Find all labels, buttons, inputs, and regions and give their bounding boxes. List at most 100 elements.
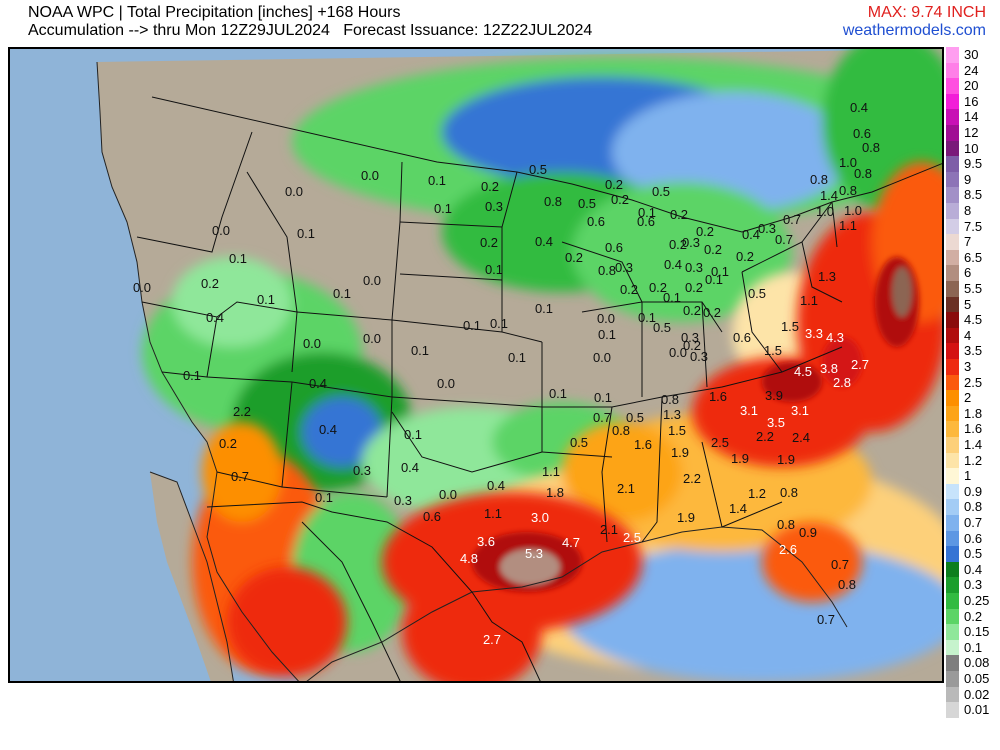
precip-value-label: 0.2 xyxy=(219,436,237,451)
legend-swatch xyxy=(946,265,959,281)
legend-label: 1 xyxy=(964,468,972,484)
precip-value-label: 0.8 xyxy=(544,194,562,209)
legend-entry: 0.5 xyxy=(946,546,1000,562)
precip-value-label: 2.4 xyxy=(792,430,810,445)
legend-entry: 0.3 xyxy=(946,577,1000,593)
precip-value-label: 3.1 xyxy=(740,403,758,418)
precip-value-label: 0.1 xyxy=(434,201,452,216)
precip-value-label: 4.7 xyxy=(562,535,580,550)
precip-value-label: 0.7 xyxy=(817,612,835,627)
precip-value-label: 0.4 xyxy=(206,310,224,325)
legend-swatch xyxy=(946,686,959,703)
precip-value-label: 1.4 xyxy=(820,188,838,203)
precip-value-label: 0.1 xyxy=(598,327,616,342)
legend-swatch xyxy=(946,327,959,344)
precip-value-label: 0.3 xyxy=(681,330,699,345)
precip-value-label: 2.5 xyxy=(711,435,729,450)
max-precip-label: MAX: 9.74 INCH xyxy=(867,4,986,21)
precip-value-label: 0.6 xyxy=(605,240,623,255)
legend-label: 0.8 xyxy=(964,499,983,515)
precip-value-label: 1.9 xyxy=(671,445,689,460)
site-link[interactable]: weathermodels.com xyxy=(842,22,986,39)
precip-value-label: 0.1 xyxy=(257,292,275,307)
precip-value-label: 0.7 xyxy=(775,232,793,247)
legend-swatch xyxy=(946,249,959,266)
precip-value-label: 0.0 xyxy=(285,184,303,199)
precip-value-label: 2.8 xyxy=(833,375,851,390)
precip-value-label: 0.2 xyxy=(565,250,583,265)
legend-swatch xyxy=(946,530,959,547)
legend-entry: 0.05 xyxy=(946,671,1000,687)
precip-value-label: 1.9 xyxy=(677,510,695,525)
legend-swatch xyxy=(946,203,959,219)
legend-entry: 8.5 xyxy=(946,187,1000,203)
legend-entry: 0.25 xyxy=(946,593,1000,609)
precip-value-label: 0.2 xyxy=(736,249,754,264)
precip-value-label: 2.2 xyxy=(233,404,251,419)
precip-value-label: 0.6 xyxy=(637,214,655,229)
legend-swatch xyxy=(946,421,959,437)
baja-coast xyxy=(149,471,234,681)
precip-value-label: 0.5 xyxy=(748,286,766,301)
legend-label: 0.6 xyxy=(964,530,983,546)
legend-swatch xyxy=(946,125,959,141)
precip-value-label: 1.6 xyxy=(634,437,652,452)
precip-value-label: 0.3 xyxy=(615,260,633,275)
legend-swatch xyxy=(946,171,959,188)
precip-value-label: 1.9 xyxy=(777,452,795,467)
precip-value-label: 1.9 xyxy=(731,451,749,466)
precip-value-label: 2.2 xyxy=(756,429,774,444)
precip-value-label: 1.6 xyxy=(709,389,727,404)
legend-swatch xyxy=(946,452,959,469)
legend-swatch xyxy=(946,437,959,453)
legend-entry: 10 xyxy=(946,140,1000,157)
precip-value-label: 1.5 xyxy=(781,319,799,334)
legend-entry: 20 xyxy=(946,78,1000,94)
legend-label: 1.2 xyxy=(964,452,983,468)
legend-label: 0.7 xyxy=(964,515,983,530)
legend-label: 5 xyxy=(964,296,972,312)
precip-value-label: 0.3 xyxy=(394,493,412,508)
legend-swatch xyxy=(946,156,959,172)
precip-value-label: 0.3 xyxy=(682,235,700,250)
legend-swatch xyxy=(946,93,959,110)
legend-entry: 0.08 xyxy=(946,655,1000,671)
legend-label: 20 xyxy=(964,78,979,94)
legend-swatch xyxy=(946,639,959,656)
precip-value-label: 0.3 xyxy=(353,463,371,478)
precip-value-label: 0.5 xyxy=(652,184,670,199)
precip-value-label: 0.2 xyxy=(704,242,722,257)
precip-value-label: 2.7 xyxy=(851,357,869,372)
legend-swatch xyxy=(946,374,959,391)
legend-label: 0.1 xyxy=(964,639,983,655)
legend-label: 0.5 xyxy=(964,546,983,562)
precip-value-label: 0.2 xyxy=(670,207,688,222)
legend-swatch xyxy=(946,515,959,531)
precip-value-label: 1.0 xyxy=(816,204,834,219)
precip-value-label: 0.2 xyxy=(683,303,701,318)
legend-label: 2.5 xyxy=(964,374,983,390)
legend-entry: 14 xyxy=(946,109,1000,125)
precip-value-label: 0.0 xyxy=(303,336,321,351)
precip-value-label: 4.3 xyxy=(826,330,844,345)
legend-label: 5.5 xyxy=(964,281,983,296)
precipitation-map[interactable]: 0.0 0.0 0.0 0.1 0.0 0.2 0.1 0.4 0.1 0.0 0.1 0.1 0.2 0… xyxy=(8,47,944,683)
precip-value-label: 0.3 xyxy=(758,221,776,236)
precip-value-label: 0.5 xyxy=(626,410,644,425)
legend-label: 14 xyxy=(964,109,979,125)
precip-value-label: 0.1 xyxy=(229,251,247,266)
legend-label: 4 xyxy=(964,327,972,343)
legend-label: 3 xyxy=(964,359,972,374)
title-line-2: Accumulation --> thru Mon 12Z29JUL2024 F… xyxy=(28,22,593,39)
precip-value-label: 0.0 xyxy=(669,345,687,360)
legend-entry: 5.5 xyxy=(946,281,1000,297)
precip-value-label: 5.3 xyxy=(525,546,543,561)
legend-entry: 0.01 xyxy=(946,702,1000,718)
legend-swatch xyxy=(946,140,959,157)
legend-label: 7.5 xyxy=(964,218,983,234)
precip-value-label: 3.5 xyxy=(767,415,785,430)
legend-swatch xyxy=(946,78,959,94)
precip-value-label: 0.0 xyxy=(133,280,151,295)
legend-swatch xyxy=(946,702,959,718)
precip-value-label: 0.2 xyxy=(481,179,499,194)
